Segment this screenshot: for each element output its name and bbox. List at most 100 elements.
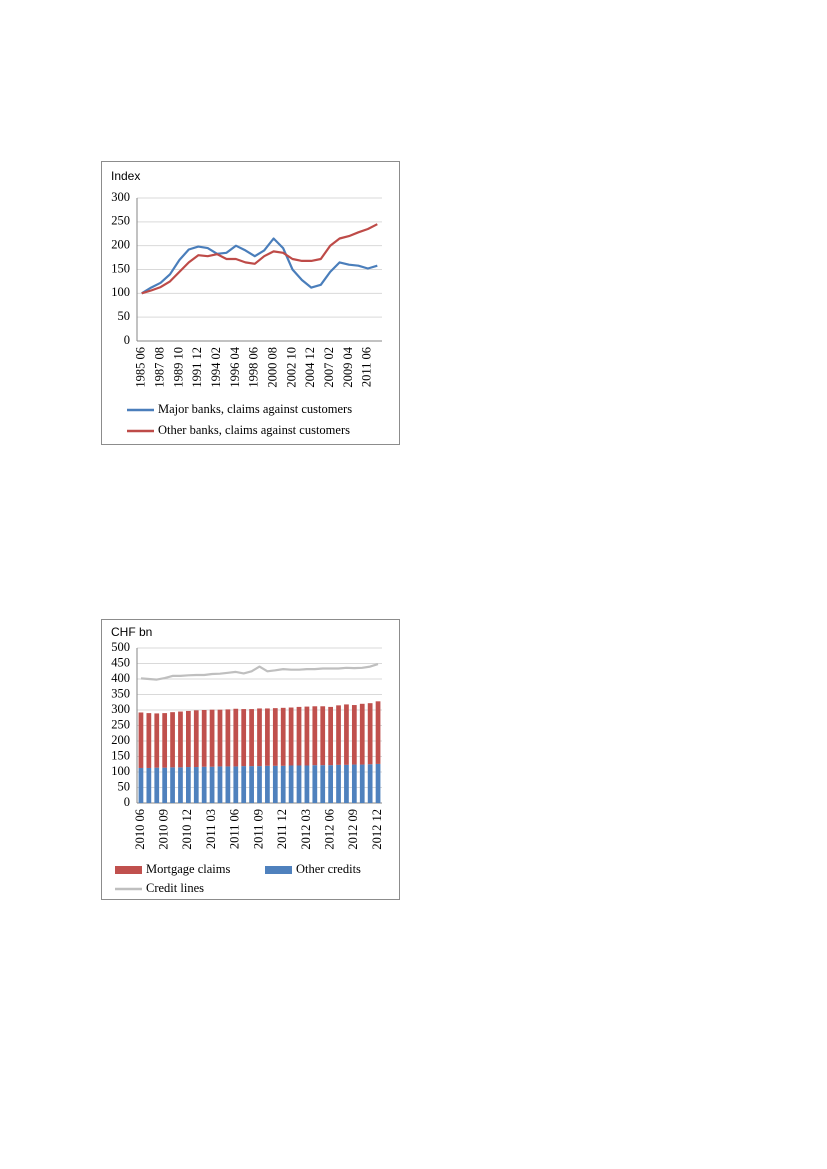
bar-segment: [375, 701, 381, 764]
bar-segment: [304, 765, 310, 803]
bar-segment: [217, 766, 223, 803]
bar-segment: [344, 764, 349, 803]
bar-segment: [320, 765, 326, 803]
bar-segment: [367, 703, 373, 765]
bar-segment: [312, 706, 318, 766]
y-tick-label: 100: [111, 285, 130, 299]
x-tick-label: 2009 04: [341, 346, 355, 387]
x-tick-label: 1996 04: [228, 346, 242, 387]
legend-label: Other credits: [296, 862, 361, 876]
x-tick-label: 1985 06: [134, 347, 148, 388]
x-tick-label: 2002 10: [284, 347, 298, 388]
x-tick-label: 2011 12: [275, 809, 289, 849]
x-tick-label: 2000 08: [266, 347, 280, 388]
bar-segment: [138, 767, 144, 803]
bar-segment: [320, 706, 326, 766]
bar-segment: [328, 765, 333, 803]
line-series: [141, 237, 378, 295]
y-tick-label: 450: [111, 655, 130, 669]
bar-segment: [201, 766, 207, 803]
y-tick-label: 500: [111, 640, 130, 654]
bar-segment: [351, 705, 357, 765]
bar-segment: [351, 764, 357, 803]
bar-segment: [288, 765, 294, 803]
x-tick-label: 2004 12: [303, 347, 317, 388]
bar-segment: [359, 764, 365, 803]
bar-segment: [217, 709, 223, 767]
y-tick-label: 250: [111, 717, 130, 731]
line-series: [141, 223, 378, 295]
x-tick-label: 2011 06: [360, 347, 374, 387]
bar-segment: [328, 706, 333, 766]
y-tick-label: 300: [111, 190, 130, 204]
bar-segment: [201, 710, 207, 767]
x-tick-label: 2012 09: [346, 809, 360, 850]
bar-segment: [288, 707, 294, 766]
bar-segment: [375, 763, 381, 803]
bar-segment: [304, 706, 310, 766]
x-tick-label: 1998 06: [247, 347, 261, 388]
bar-segment: [146, 713, 152, 768]
x-tick-label: 2012 06: [323, 809, 337, 850]
bar-segment: [170, 712, 175, 768]
x-tick-label: 2011 03: [204, 809, 218, 849]
bar-segment: [178, 711, 183, 768]
x-tick-label: 2011 09: [251, 809, 265, 849]
x-tick-label: 2012 12: [370, 809, 384, 850]
bar-segment: [367, 764, 373, 803]
x-tick-label: 1989 10: [171, 347, 185, 388]
bar-segment: [280, 707, 286, 766]
bar-segment: [233, 708, 239, 767]
x-tick-label: 2011 06: [228, 809, 242, 849]
bar-segment: [280, 765, 286, 803]
bar-segment: [162, 713, 168, 768]
bar-segment: [186, 767, 191, 803]
x-tick-label: 2010 12: [180, 809, 194, 850]
bar-segment: [249, 766, 254, 803]
bar-segment: [170, 767, 175, 803]
bar-segment: [241, 766, 247, 803]
bar-segment: [257, 708, 262, 767]
bar-segment: [193, 767, 199, 803]
axis-unit: Index: [111, 169, 140, 183]
bar-segment: [193, 710, 199, 768]
bar-segment: [336, 764, 341, 803]
y-tick-label: 350: [111, 686, 130, 700]
bar-segment: [257, 766, 262, 803]
bar-segment: [233, 766, 239, 803]
bar-segment: [344, 704, 349, 765]
legend-label: Mortgage claims: [146, 862, 230, 876]
x-tick-label: 2010 09: [157, 809, 171, 850]
bar-segment: [272, 765, 278, 803]
bar-segment: [265, 708, 270, 766]
x-tick-label: 2010 06: [133, 809, 147, 850]
bar-segment: [138, 712, 144, 768]
legend-swatch: [115, 866, 142, 874]
bar-segment: [209, 766, 215, 803]
bar-segment: [312, 765, 318, 803]
bar-segment: [249, 709, 254, 767]
y-tick-label: 100: [111, 764, 130, 778]
x-tick-label: 2012 03: [299, 809, 313, 850]
chart-frame: [101, 161, 400, 445]
bar-segment: [225, 766, 231, 803]
axis-unit: CHF bn: [111, 625, 152, 639]
bar-segment: [146, 767, 152, 803]
y-tick-label: 50: [118, 309, 131, 323]
line-series: [140, 663, 379, 681]
bar-segment: [265, 765, 270, 803]
y-tick-label: 250: [111, 214, 130, 228]
bar-segment: [209, 709, 215, 767]
x-tick-label: 1994 02: [209, 347, 223, 388]
y-tick-label: 0: [124, 795, 130, 809]
x-tick-label: 1991 12: [190, 347, 204, 388]
y-tick-label: 150: [111, 748, 130, 762]
bar-segment: [178, 767, 183, 803]
y-tick-label: 0: [124, 333, 130, 347]
y-tick-label: 50: [118, 779, 131, 793]
bar-segment: [359, 703, 365, 765]
y-tick-label: 300: [111, 702, 130, 716]
y-tick-label: 150: [111, 261, 130, 275]
bar-segment: [162, 767, 168, 803]
